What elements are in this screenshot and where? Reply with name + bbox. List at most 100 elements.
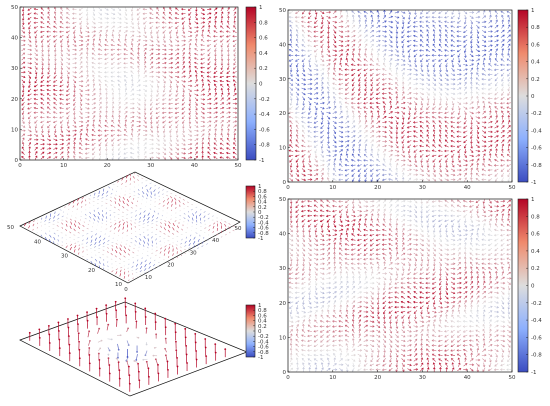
- quiver-arrow: [357, 125, 362, 129]
- quiver-arrow: [364, 213, 368, 218]
- quiver-arrow: [66, 223, 68, 227]
- quiver-arrow: [500, 310, 505, 314]
- quiver-arrow: [47, 97, 51, 101]
- quiver-arrow: [438, 20, 443, 24]
- quiver-arrow: [476, 72, 480, 77]
- quiver-arrow: [161, 21, 167, 24]
- quiver-arrow: [469, 363, 475, 367]
- colorbar-tick-label: -0.6: [258, 345, 269, 351]
- quiver-arrow: [226, 111, 231, 114]
- quiver-arrow: [482, 280, 486, 286]
- quiver-arrow: [431, 286, 437, 290]
- quiver-arrow: [188, 38, 192, 43]
- quiver-arrow: [188, 47, 192, 52]
- quiver-arrow: [432, 357, 436, 362]
- quiver-arrow: [92, 11, 96, 17]
- quiver-arrow: [402, 324, 405, 329]
- quiver-arrow: [407, 77, 412, 81]
- quiver-arrow: [66, 70, 70, 75]
- quiver-arrow: [327, 124, 330, 130]
- quiver-arrow: [382, 30, 388, 33]
- quiver-arrow: [307, 97, 313, 100]
- quiver-arrow: [370, 77, 374, 82]
- quiver-arrow: [67, 43, 70, 48]
- quiver-arrow: [345, 25, 350, 28]
- quiver-arrow: [425, 49, 431, 52]
- quiver-arrow: [407, 286, 412, 290]
- quiver-arrow: [91, 106, 96, 110]
- quiver-arrow: [121, 177, 124, 181]
- quiver-arrow: [345, 204, 349, 209]
- quiver-arrow: [445, 33, 448, 39]
- quiver-arrow: [66, 129, 71, 133]
- quiver-arrow: [188, 119, 192, 125]
- quiver-arrow: [289, 172, 293, 177]
- quiver-arrow: [358, 338, 362, 343]
- quiver-arrow: [388, 49, 394, 52]
- quiver-arrow: [488, 140, 493, 143]
- quiver-arrow: [314, 58, 318, 63]
- quiver-arrow: [327, 90, 330, 96]
- quiver-arrow: [432, 163, 436, 168]
- quiver-arrow: [118, 87, 121, 93]
- quiver-arrow: [44, 219, 47, 222]
- quiver-arrow: [506, 368, 512, 371]
- quiver-arrow: [302, 266, 305, 272]
- quiver-arrow: [451, 358, 455, 362]
- quiver-arrow: [86, 65, 89, 70]
- quiver-arrow: [232, 97, 238, 101]
- quiver-arrow: [469, 290, 474, 295]
- quiver-arrow: [288, 20, 294, 24]
- quiver-arrow: [320, 39, 324, 43]
- quiver-arrow: [47, 124, 51, 129]
- quiver-arrow: [494, 334, 499, 338]
- quiver-arrow: [313, 125, 319, 129]
- quiver-arrow: [182, 202, 185, 205]
- quiver-arrow: [420, 218, 424, 224]
- quiver-arrow: [431, 20, 437, 24]
- quiver-arrow: [195, 79, 198, 84]
- quiver-arrow: [68, 202, 71, 206]
- quiver-arrow: [470, 270, 473, 276]
- quiver-arrow: [40, 34, 45, 38]
- quiver-arrow: [175, 137, 179, 142]
- quiver-arrow: [407, 324, 412, 329]
- colorbar-tick-label: 1: [531, 197, 535, 203]
- quiver-arrow: [376, 213, 380, 218]
- quiver-arrow: [482, 223, 486, 228]
- quiver-arrow: [91, 142, 96, 146]
- quiver-arrow: [463, 120, 467, 125]
- quiver-arrow: [363, 68, 368, 72]
- quiver-arrow: [137, 20, 140, 26]
- colorbar-tick-label: 0.4: [258, 200, 267, 206]
- quiver-arrow: [118, 105, 121, 111]
- quiver-arrow: [370, 91, 374, 96]
- quiver-arrow: [426, 338, 430, 343]
- x-tick-label: 10: [145, 275, 152, 281]
- quiver-arrow: [389, 96, 393, 101]
- quiver-arrow: [457, 334, 461, 338]
- quiver-arrow: [320, 43, 324, 49]
- quiver-arrow: [482, 53, 487, 57]
- quiver-arrow: [181, 106, 186, 110]
- quiver-arrow: [413, 329, 419, 333]
- quiver-arrow-head: [127, 327, 129, 330]
- quiver-arrow: [357, 58, 362, 62]
- quiver-arrow: [181, 80, 186, 83]
- quiver-arrow: [66, 12, 70, 16]
- quiver-arrow: [308, 158, 312, 164]
- quiver-arrow: [457, 357, 461, 363]
- quiver-arrow: [326, 300, 331, 305]
- quiver-arrow: [338, 49, 344, 52]
- quiver-arrow: [401, 19, 405, 25]
- quiver-arrow: [86, 233, 89, 235]
- quiver-arrow: [344, 68, 350, 71]
- quiver-arrow: [197, 243, 200, 247]
- quiver-arrow: [444, 24, 449, 29]
- quiver-arrow: [444, 44, 449, 48]
- quiver-arrow: [91, 111, 96, 115]
- quiver-arrow: [47, 133, 51, 138]
- quiver-arrow: [500, 68, 505, 72]
- quiver-arrow: [450, 248, 456, 251]
- quiver-arrow: [488, 271, 492, 276]
